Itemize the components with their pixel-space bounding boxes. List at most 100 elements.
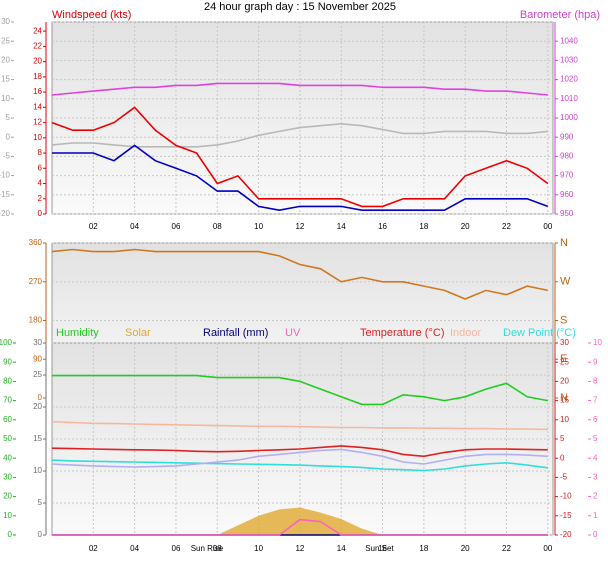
line — [51, 459, 548, 472]
y-tick-label: 990 — [560, 132, 574, 141]
y-tick-label: 24 — [33, 26, 42, 35]
legend-entry: Rainfall (mm) — [203, 327, 268, 339]
area — [52, 507, 548, 535]
y-tick-label: 2 — [593, 492, 598, 501]
line — [52, 518, 548, 536]
y-tick-label: 1 — [593, 511, 598, 520]
y-tick-label: 5 — [38, 498, 43, 507]
y-tick-label: 10 — [3, 511, 12, 520]
y-tick-label: 30 — [1, 17, 10, 26]
y-tick-label: 20 — [33, 402, 42, 411]
y-tick-label: 5 — [593, 434, 598, 443]
y-tick-label: 1010 — [560, 94, 578, 103]
y-tick-label: 5 — [6, 113, 11, 122]
y-tick-label: 10 — [33, 133, 42, 142]
x-tick-label: 14 — [337, 222, 346, 231]
y-tick-label: 1040 — [560, 36, 578, 45]
y-tick-label: 16 — [33, 87, 42, 96]
y-tick-label: 0 — [593, 530, 598, 539]
y-tick-label: 10 — [560, 415, 569, 424]
legend-entry: Indoor — [450, 327, 482, 339]
annotation: Sun Rise — [191, 544, 224, 553]
legend-entry: Solar — [125, 327, 151, 339]
x-tick-label: 10 — [254, 544, 263, 553]
y-tick-label: 8 — [593, 377, 598, 386]
y-tick-label: 3 — [593, 473, 598, 482]
y-tick-label: 20 — [3, 492, 12, 501]
y-tick-label: 90 — [33, 354, 42, 363]
y-tick-label: N — [560, 237, 568, 249]
y-tick-label: 4 — [38, 179, 43, 188]
x-tick-label: 18 — [419, 222, 428, 231]
x-tick-label: 00 — [543, 544, 552, 553]
x-tick-label: 06 — [172, 222, 181, 231]
y-tick-label: 10 — [33, 466, 42, 475]
line — [51, 248, 548, 300]
line — [51, 420, 548, 431]
y-tick-label: 2 — [38, 194, 43, 203]
line — [52, 144, 549, 212]
x-tick-label: 16 — [378, 222, 387, 231]
x-tick-label: 08 — [213, 222, 222, 231]
y-tick-label: W — [560, 276, 571, 288]
y-tick-label: 50 — [3, 434, 12, 443]
y-tick-label: 1000 — [560, 113, 578, 122]
y-tick-label: -20 — [560, 530, 572, 539]
y-tick-label: 950 — [560, 209, 574, 218]
x-tick-label: 12 — [295, 222, 304, 231]
y-tick-label: -5 — [560, 473, 568, 482]
y-tick-label: -10 — [0, 171, 11, 180]
line — [52, 374, 548, 406]
x-tick-label: 22 — [502, 222, 511, 231]
y-tick-label: 10 — [593, 338, 602, 347]
y-tick-label: -20 — [0, 209, 11, 218]
y-tick-label: 360 — [29, 238, 43, 247]
y-tick-label: 25 — [33, 370, 42, 379]
y-tick-label: 5 — [560, 434, 565, 443]
x-tick-label: 00 — [543, 222, 552, 231]
x-tick-label: 22 — [502, 544, 511, 553]
y-tick-label: 18 — [33, 72, 42, 81]
y-tick-label: 15 — [560, 396, 569, 405]
x-tick-label: 10 — [254, 222, 263, 231]
y-tick-label: 0 — [38, 393, 43, 402]
y-tick-label: -5 — [3, 152, 11, 161]
y-tick-label: 7 — [593, 396, 598, 405]
y-tick-label: 20 — [1, 56, 10, 65]
x-tick-label: 20 — [461, 222, 470, 231]
y-tick-label: 70 — [3, 396, 12, 405]
y-tick-label: 60 — [3, 415, 12, 424]
y-tick-label: 270 — [29, 277, 43, 286]
chart-title: 24 hour graph day : 15 November 2025 — [204, 1, 396, 13]
y-tick-label: 30 — [33, 338, 42, 347]
legend-entry: Dew Point (°C) — [503, 327, 576, 339]
y-tick-label: E — [560, 353, 567, 365]
line — [51, 122, 548, 148]
y-tick-label: 80 — [3, 377, 12, 386]
y-tick-label: -15 — [560, 511, 572, 520]
line — [51, 445, 548, 458]
y-tick-label: 8 — [38, 148, 43, 157]
y-tick-label: 20 — [33, 57, 42, 66]
line — [51, 106, 549, 208]
y-axis-title: Windspeed (kts) — [52, 9, 131, 21]
y-tick-label: -10 — [560, 492, 572, 501]
legend-entry: Humidity — [56, 327, 99, 339]
y-tick-label: 6 — [593, 415, 598, 424]
y-tick-label: 15 — [1, 75, 10, 84]
x-tick-label: 02 — [89, 544, 98, 553]
line — [51, 448, 548, 468]
y-tick-label: 970 — [560, 171, 574, 180]
y-tick-label: 0 — [38, 530, 43, 539]
x-tick-label: 12 — [295, 544, 304, 553]
y-tick-label: 9 — [593, 357, 598, 366]
y-tick-label: 15 — [33, 434, 42, 443]
legend-entry: Temperature (°C) — [360, 327, 444, 339]
x-tick-label: 04 — [130, 544, 139, 553]
y-tick-label: 10 — [1, 94, 10, 103]
y-tick-label: 960 — [560, 190, 574, 199]
y-tick-label: 12 — [33, 118, 42, 127]
y-tick-label: 180 — [29, 316, 43, 325]
y-tick-label: 6 — [38, 163, 43, 172]
